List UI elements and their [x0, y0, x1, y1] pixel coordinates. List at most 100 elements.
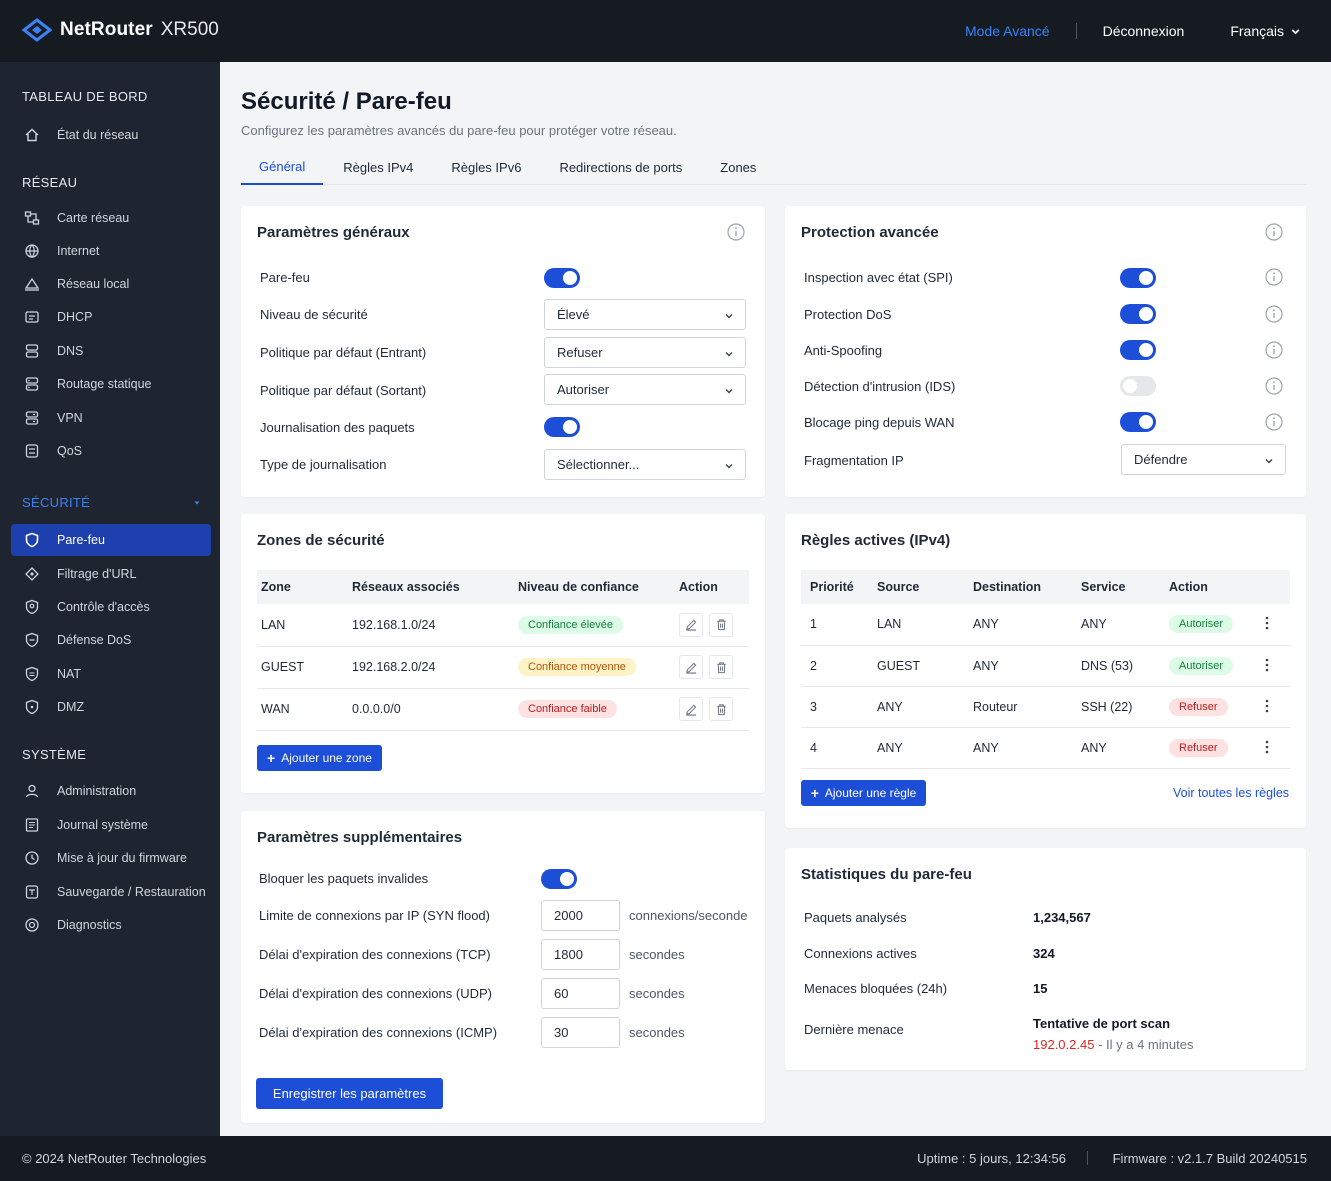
view-all-rules-link[interactable]: Voir toutes les règles: [1173, 786, 1290, 800]
firewall-toggle[interactable]: [544, 268, 580, 288]
add-rule-button[interactable]: + Ajouter une règle: [801, 780, 926, 806]
tab-zones[interactable]: Zones: [720, 160, 757, 175]
sidebar-item-backup-restore[interactable]: Sauvegarde / Restauration: [11, 876, 211, 908]
sidebar-item-firmware-update[interactable]: Mise à jour du firmware: [11, 842, 211, 874]
sidebar-item-dos-defense[interactable]: Défense DoS: [11, 624, 211, 656]
outbound-policy-select[interactable]: Autoriser: [544, 374, 746, 405]
sidebar-item-label: Administration: [57, 784, 137, 798]
sidebar-item-label: Filtrage d'URL: [57, 567, 137, 581]
column-header: Réseaux associés: [348, 570, 514, 604]
rule-action-cell: Autoriser: [1165, 645, 1255, 687]
anti-spoofing-label: Anti-Spoofing: [804, 343, 883, 358]
blocked-threats-value: 15: [1033, 981, 1048, 996]
tab-port-forwarding[interactable]: Redirections de ports: [559, 160, 683, 175]
action-cell: [675, 604, 749, 647]
ip-fragmentation-select[interactable]: Défendre: [1121, 444, 1286, 475]
sidebar-item-diagnostics[interactable]: Diagnostics: [11, 909, 211, 941]
sidebar-item-internet[interactable]: Internet: [11, 235, 211, 267]
trash-icon: [716, 661, 726, 673]
chevron-down-icon: [1291, 28, 1300, 34]
action-badge: Autoriser: [1169, 656, 1234, 675]
tab-general[interactable]: Général: [241, 150, 324, 185]
sidebar-item-local-network[interactable]: Réseau local: [11, 268, 211, 300]
trust-badge: Confiance élevée: [518, 615, 624, 634]
ids-toggle[interactable]: [1120, 376, 1156, 396]
sidebar-item-dhcp[interactable]: DHCP: [11, 301, 211, 333]
info-icon[interactable]: [1265, 305, 1283, 323]
sidebar-item-qos[interactable]: QoS: [11, 435, 211, 467]
tcp-timeout-input[interactable]: 1800: [541, 939, 620, 970]
more-vertical-icon[interactable]: [1259, 615, 1275, 631]
more-vertical-icon[interactable]: [1259, 657, 1275, 673]
edit-button[interactable]: [679, 655, 703, 679]
advanced-mode-link[interactable]: Mode Avancé: [964, 23, 1050, 39]
logout-link[interactable]: Déconnexion: [1102, 23, 1185, 39]
sidebar-item-label: NAT: [57, 667, 82, 681]
sidebar-item-dns[interactable]: DNS: [11, 335, 211, 367]
security-level-select[interactable]: Élevé: [544, 299, 746, 330]
block-invalid-packets-toggle[interactable]: [541, 869, 577, 889]
edit-button[interactable]: [679, 612, 703, 637]
info-icon[interactable]: [1265, 223, 1283, 241]
security-zones-card: Zones de sécurité Zone Réseaux associés …: [241, 514, 765, 793]
more-vertical-icon[interactable]: [1259, 739, 1275, 755]
column-header: Action: [1165, 570, 1255, 604]
page-subtitle: Configurez les paramètres avancés du par…: [241, 123, 677, 138]
trust-badge: Confiance moyenne: [518, 658, 636, 676]
extra-settings-card: Paramètres supplémentaires Bloquer les p…: [241, 811, 765, 1123]
trash-icon: [716, 619, 726, 631]
sidebar-item-url-filter[interactable]: Filtrage d'URL: [11, 558, 211, 590]
info-icon[interactable]: [1265, 413, 1283, 431]
pencil-icon: [685, 662, 696, 674]
tab-ipv4-rules[interactable]: Règles IPv4: [343, 160, 414, 175]
sidebar-item-access-control[interactable]: Contrôle d'accès: [11, 591, 211, 623]
info-icon[interactable]: [1265, 377, 1283, 395]
delete-button[interactable]: [709, 697, 733, 721]
sidebar-item-administration[interactable]: Administration: [11, 775, 211, 807]
block-invalid-packets-label: Bloquer les paquets invalides: [259, 871, 429, 886]
spi-label: Inspection avec état (SPI): [804, 270, 953, 285]
delete-button[interactable]: [709, 655, 733, 679]
threat-time: - Il y a 4 minutes: [1098, 1037, 1194, 1052]
sidebar-item-static-routing[interactable]: Routage statique: [11, 368, 211, 400]
sidebar-section-security[interactable]: SÉCURITÉ: [22, 495, 91, 510]
language-selector[interactable]: Français: [1230, 23, 1301, 39]
info-icon[interactable]: [1265, 341, 1283, 359]
anti-spoofing-toggle[interactable]: [1120, 340, 1156, 360]
sidebar-item-vpn[interactable]: VPN: [11, 402, 211, 434]
log-type-select[interactable]: Sélectionner...: [544, 449, 746, 480]
save-settings-button[interactable]: Enregistrer les paramètres: [256, 1078, 443, 1109]
spi-toggle[interactable]: [1120, 268, 1156, 288]
rule-priority: 4: [801, 727, 873, 769]
caret-down-icon[interactable]: [194, 500, 200, 506]
icmp-timeout-input[interactable]: 30: [541, 1017, 620, 1048]
sidebar-item-dmz[interactable]: DMZ: [11, 691, 211, 723]
sidebar-item-nat[interactable]: NAT: [11, 658, 211, 690]
add-zone-button[interactable]: + Ajouter une zone: [257, 745, 382, 771]
tab-ipv6-rules[interactable]: Règles IPv6: [451, 160, 522, 175]
inbound-policy-select[interactable]: Refuser: [544, 337, 746, 368]
packet-logging-toggle[interactable]: [544, 417, 580, 437]
dos-protection-toggle[interactable]: [1120, 304, 1156, 324]
sidebar-item-network-map[interactable]: Carte réseau: [11, 202, 211, 234]
udp-timeout-input[interactable]: 60: [541, 978, 620, 1009]
info-icon[interactable]: [727, 223, 745, 241]
info-icon[interactable]: [1265, 268, 1283, 286]
sidebar-item-firewall[interactable]: Pare-feu: [11, 524, 211, 556]
syn-limit-input[interactable]: 2000: [541, 900, 620, 931]
more-vertical-icon[interactable]: [1259, 698, 1275, 714]
wan-ping-block-toggle[interactable]: [1120, 412, 1156, 432]
card-title: Paramètres généraux: [257, 224, 410, 241]
sidebar-item-network-status[interactable]: État du réseau: [11, 119, 211, 151]
brand[interactable]: NetRouter XR500: [22, 18, 219, 42]
threat-ip[interactable]: 192.0.2.45: [1033, 1037, 1095, 1052]
zones-table: Zone Réseaux associés Niveau de confianc…: [257, 570, 749, 731]
edit-button[interactable]: [679, 697, 703, 721]
zone-network: 192.168.1.0/24: [348, 604, 514, 647]
sidebar-item-label: QoS: [57, 444, 83, 458]
active-connections-label: Connexions actives: [804, 946, 917, 961]
sidebar-item-system-log[interactable]: Journal système: [11, 809, 211, 841]
delete-button[interactable]: [709, 612, 733, 637]
dhcp-icon: [23, 308, 41, 326]
tcp-timeout-label: Délai d'expiration des connexions (TCP): [259, 947, 491, 962]
